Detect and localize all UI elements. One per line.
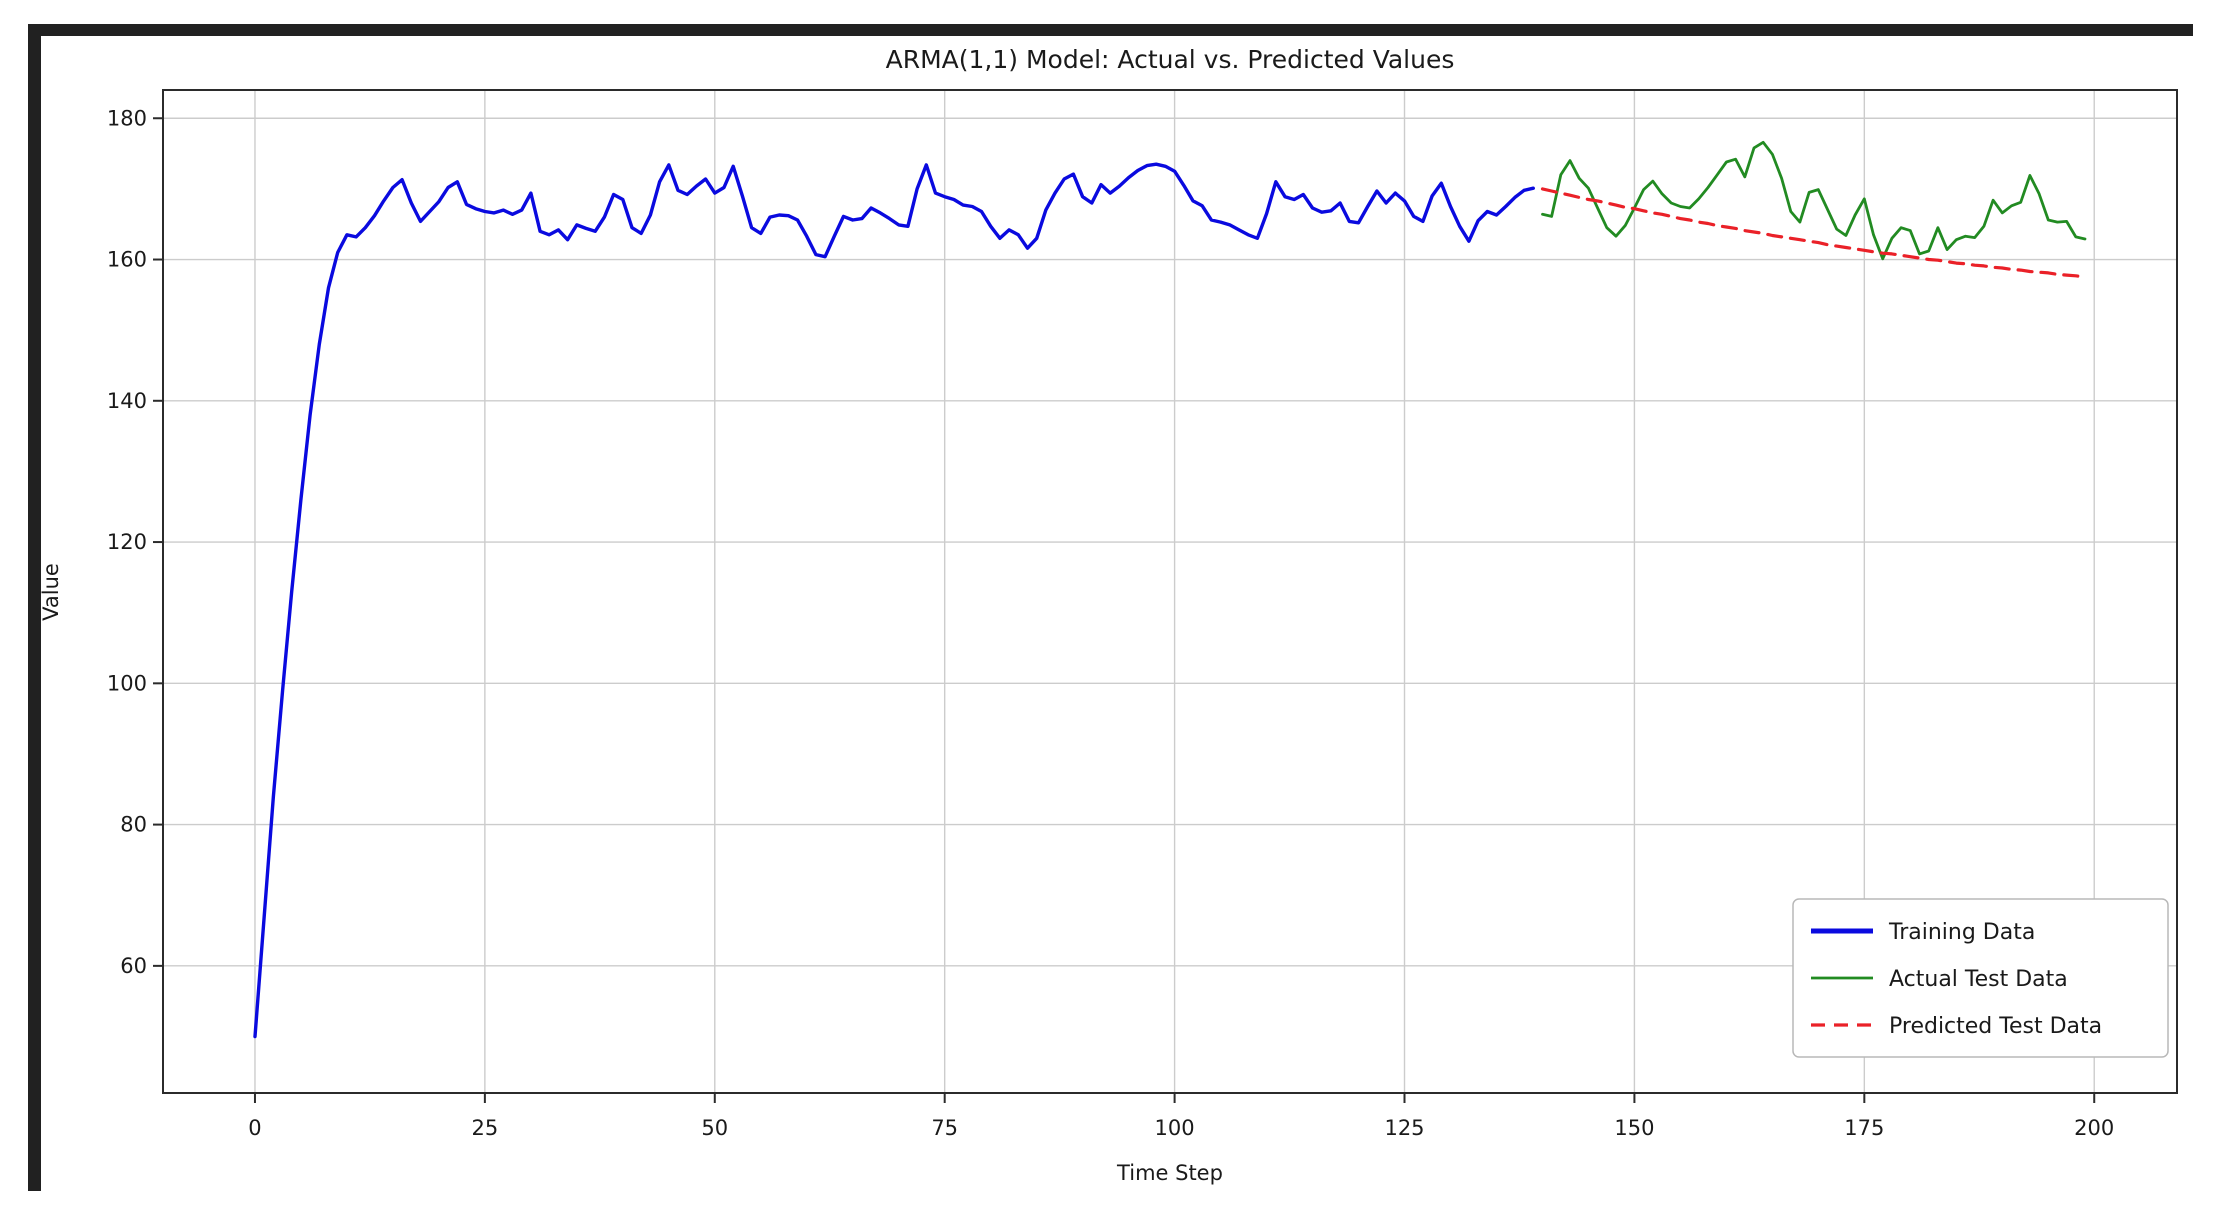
series-line-predicted-test-data [1540, 187, 2087, 279]
x-tick-label: 0 [248, 1116, 261, 1140]
series-line-training-data [253, 162, 1536, 1039]
y-tick-label: 80 [120, 813, 147, 837]
legend: Training Data Actual Test Data Predicted T… [1792, 898, 2169, 1058]
chart-title: ARMA(1,1) Model: Actual vs. Predicted Va… [886, 45, 1455, 74]
y-axis-label: Value [39, 563, 63, 621]
x-tick-label: 175 [1844, 1116, 1884, 1140]
series-line-actual-test-data [1541, 140, 2087, 261]
y-tick-label: 100 [107, 671, 147, 695]
x-tick-label: 100 [1155, 1116, 1195, 1140]
x-tick-label: 25 [472, 1116, 499, 1140]
y-tick-label: 120 [107, 530, 147, 554]
x-tick-label: 200 [2074, 1116, 2114, 1140]
window-frame-top-edge [28, 24, 2193, 36]
tick-layer: 0 25 50 75 100 125 150 175 200 60 80 100 120 140 160 18… [107, 106, 2114, 1140]
y-tick-label: 140 [107, 389, 147, 413]
series-layer [253, 140, 2087, 1039]
x-tick-label: 125 [1384, 1116, 1424, 1140]
y-tick-label: 60 [120, 954, 147, 978]
legend-label: Actual Test Data [1889, 967, 2068, 992]
x-tick-label: 150 [1614, 1116, 1654, 1140]
x-tick-label: 50 [701, 1116, 728, 1140]
x-tick-label: 75 [931, 1116, 958, 1140]
y-tick-label: 180 [107, 106, 147, 130]
x-axis-label: Time Step [1116, 1161, 1223, 1185]
legend-label: Predicted Test Data [1889, 1014, 2102, 1039]
y-tick-label: 160 [107, 248, 147, 272]
window-frame-left-edge [28, 24, 41, 1191]
axes-border [162, 89, 2178, 1094]
legend-box [1792, 898, 2169, 1058]
legend-label: Training Data [1888, 920, 2035, 945]
